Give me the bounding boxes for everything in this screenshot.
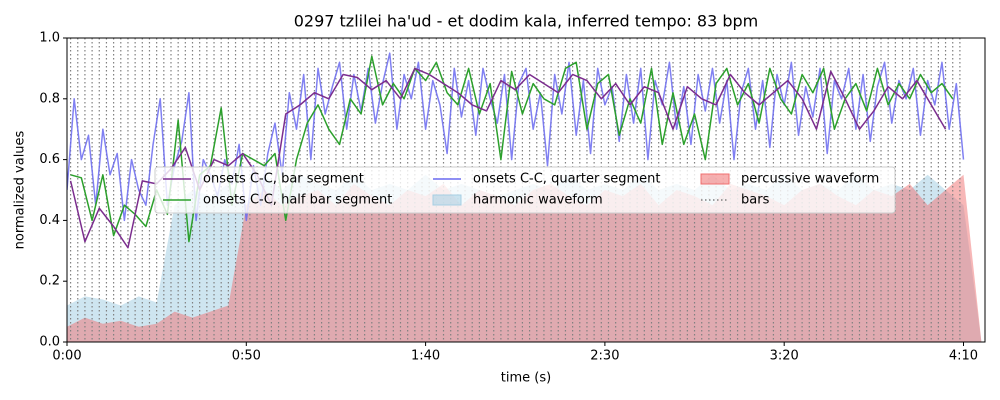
legend-label: onsets C-C, half bar segment [203,193,392,208]
legend: onsets C-C, bar segment onsets C-C, half … [154,166,896,214]
y-tick-label: 0.0 [39,335,60,350]
legend-label: onsets C-C, bar segment [203,172,364,187]
legend-label: percussive waveform [741,172,879,187]
legend-label: bars [741,193,770,208]
x-tick-label: 1:40 [411,349,440,364]
axes-frame [66,37,986,343]
y-tick-label: 0.6 [39,152,60,167]
legend-label: onsets C-C, quarter segment [473,172,660,187]
y-tick-label: 1.0 [39,31,60,46]
x-tick-label: 0:50 [232,349,261,364]
area [67,174,982,342]
x-tick-label: 2:30 [590,349,619,364]
line [69,67,947,249]
x-tick-label: 0:00 [52,349,81,364]
x-tick-label: 3:20 [770,349,799,364]
line [70,55,954,243]
plot-area [67,38,982,342]
chart-title: 0297 tzlilei ha'ud - et dodim kala, infe… [294,12,759,31]
legend-swatch [432,194,462,206]
y-tick-label: 0.4 [39,213,60,228]
x-axis-label: time (s) [501,371,551,386]
y-tick-label: 0.2 [39,274,60,289]
x-tick-label: 4:10 [949,349,978,364]
legend-label: harmonic waveform [473,193,603,208]
y-axis-label: normalized values [13,130,28,249]
legend-swatch [700,173,730,185]
y-tick-label: 0.8 [39,91,60,106]
